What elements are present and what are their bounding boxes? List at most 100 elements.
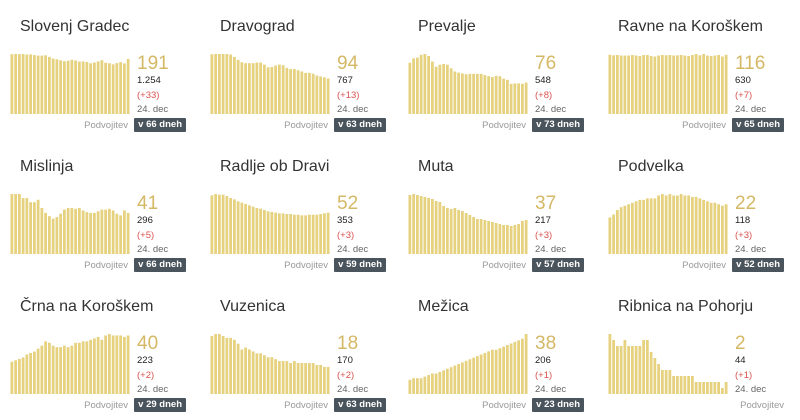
bar [14,360,17,394]
bar [315,364,319,394]
bar [517,224,520,254]
bar-chart: 191 [10,53,169,114]
bar [623,55,627,114]
bar [93,338,96,394]
bar [115,335,119,394]
bar [248,349,251,394]
bar [483,220,487,254]
bar [115,213,119,254]
bar [36,55,40,114]
doubling-label: Podvojitev [284,400,328,411]
bar [251,63,255,114]
bar [108,63,111,114]
bar [229,198,232,254]
bar [476,356,479,394]
bar [631,55,634,114]
bar [278,64,281,114]
bar [266,357,270,394]
bar [244,63,247,114]
current-value-label: 41 [137,193,158,214]
bar [236,343,240,394]
bar [683,195,687,254]
bar [453,208,457,254]
active-cases-label: 1.254 [137,75,161,86]
municipality-card: Podvelka 22 118 (+3) 24. dec Podvojitev v 52 d… [608,144,788,272]
bar [29,353,32,394]
bar [676,55,679,114]
daily-change-label: (+1) [735,370,753,381]
bar [255,353,259,394]
bar [25,354,29,394]
municipality-name: Slovenj Gradec [20,18,130,35]
doubling-footer: Podvojitev v 29 dneh [10,398,190,412]
date-label: 24. dec [735,384,767,395]
bar [33,351,36,394]
bar [221,335,225,394]
bar [66,347,70,394]
bar [48,342,51,394]
bar [14,54,17,114]
bar [524,82,528,114]
bar [487,351,490,394]
bar [612,214,615,254]
bar [289,214,292,254]
bar [108,208,111,254]
bar [506,345,509,394]
bar [300,363,304,394]
bar [33,55,36,114]
date-label: 24. dec [535,384,567,395]
bar [483,352,487,394]
bar [472,357,475,394]
municipality-card: Mislinja 41 296 (+5) 24. dec Podvojitev v 66 d… [10,144,190,272]
bar [498,348,502,394]
bar [111,210,115,254]
bar [657,55,660,114]
active-cases-label: 630 [735,75,751,86]
bar [255,208,259,254]
bar-chart: 52 [210,193,358,254]
bar [248,63,251,114]
bar [100,209,104,254]
doubling-badge: v 59 dneh [334,258,386,272]
bar [229,337,232,394]
daily-change-label: (+13) [337,90,360,101]
bar [126,335,130,394]
bar [100,339,104,394]
doubling-label: Podvojitev [682,120,726,131]
bar [259,353,262,394]
bar [642,340,645,394]
bar [509,343,513,394]
daily-change-label: (+1) [535,370,553,381]
bar [706,382,709,394]
bar [653,358,657,394]
bar [457,72,460,114]
bar [323,77,326,114]
municipality-card: Črna na Koroškem 40 223 (+2) 24. dec Podvojit… [10,284,190,412]
bar [713,55,717,114]
bar [18,54,21,114]
bar [687,376,690,394]
doubling-footer: Podvojitev v 65 dneh [608,118,788,132]
bar [70,59,74,114]
bar [293,361,296,394]
bar-chart: 76 [408,53,556,114]
doubling-badge: v 73 dneh [532,118,584,132]
bar [408,62,412,114]
bar [55,59,59,114]
bar [123,336,126,394]
bar [111,64,115,114]
daily-change-label: (+8) [535,90,553,101]
bar [311,363,315,394]
bar [236,59,240,114]
bar [724,382,728,394]
bar-chart: 22 [608,193,756,254]
current-value-label: 94 [337,53,359,74]
bar [21,357,25,394]
bar [683,55,687,114]
active-cases-label: 170 [337,355,353,366]
bar [487,76,490,114]
bar [10,54,14,114]
bar [438,202,442,254]
bar [713,202,717,254]
bar [619,55,623,114]
